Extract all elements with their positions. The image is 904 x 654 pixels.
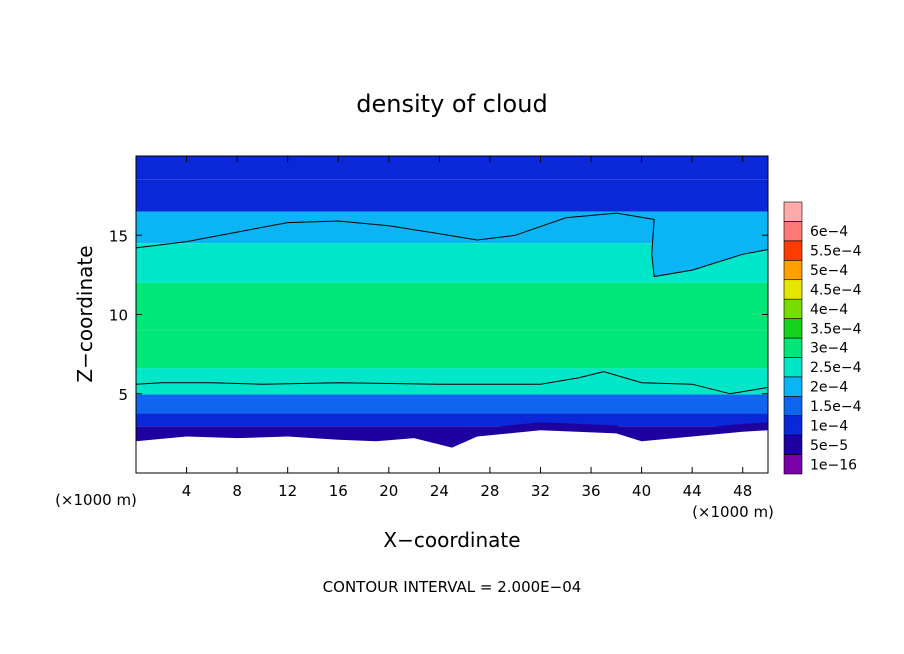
y-axis-label: Z−coordinate [73,245,97,382]
x-tick-label: 16 [329,482,348,500]
colorbar-cell [783,279,803,300]
plot-field [136,156,768,473]
colorbar-cell [783,240,803,261]
colorbar-cell [783,395,803,417]
colorbar-cell [783,434,803,455]
x-tick-label: 36 [581,482,600,500]
colorbar-tick-label: 1e−4 [810,418,848,434]
colorbar-cell [783,221,803,242]
colorbar-cell [783,415,803,436]
colorbar-tick-label: 4.5e−4 [810,282,862,298]
low-density-intrusion [651,214,768,277]
field-band [136,368,768,395]
colorbar-cell [783,376,803,397]
contour-interval-note: CONTOUR INTERVAL = 2.000E−04 [323,578,582,596]
contour-line-upper [136,212,768,278]
x-tick-label: 40 [632,482,651,500]
contour-line-lower [136,371,768,395]
colorbar-tick-label: 5e−4 [810,263,848,279]
x-axis-label: X−coordinate [383,528,520,552]
x-tick-label: 24 [430,482,449,500]
x-tick-label: 48 [733,482,752,500]
colorbar-tick-label: 5.5e−4 [810,244,862,260]
colorbar-cell [783,318,803,339]
colorbar-tick-label: 1e−16 [810,457,857,473]
y-unit-label: (×1000 m) [55,491,137,509]
y-tick-label: 15 [109,227,128,245]
x-tick-label: 44 [683,482,702,500]
field-band [136,330,768,369]
colorbar-cell [783,454,803,475]
field-band [136,394,768,414]
colorbar-cell [783,201,803,222]
x-tick-label: 4 [182,482,192,500]
colorbar-cell [783,259,803,281]
x-tick-label: 20 [379,482,398,500]
colorbar-cell [783,298,803,319]
colorbar-tick-label: 1.5e−4 [810,399,862,415]
x-unit-label: (×1000 m) [692,503,774,521]
colorbar-cell [783,357,803,378]
y-tick-label: 10 [109,307,128,325]
colorbar-tick-label: 2.5e−4 [810,360,862,376]
colorbar-cell [783,337,803,358]
field-band [136,413,768,427]
colorbar-tick-label: 3.5e−4 [810,321,862,337]
x-tick-label: 12 [278,482,297,500]
field-band [136,179,768,212]
colorbar-tick-label: 4e−4 [810,302,848,318]
colorbar-tick-label: 3e−4 [810,341,848,357]
x-tick-label: 8 [232,482,242,500]
colorbar-tick-label: 5e−5 [810,438,848,454]
cloud-base-layer [136,422,768,448]
x-tick-label: 32 [531,482,550,500]
x-tick-label: 28 [480,482,499,500]
colorbar: 1e−16 5e−5 1e−4 1.5e−4 2e−4 2.5e−4 3e−4 3.5e−4 4… [783,201,862,475]
colorbar-tick-label: 2e−4 [810,380,848,396]
cloud-free-region [136,430,768,473]
field-band [136,282,768,331]
field-band [136,156,768,180]
y-tick-label: 5 [118,386,128,404]
colorbar-tick-label: 6e−4 [810,224,848,240]
chart-title: density of cloud [356,90,547,118]
